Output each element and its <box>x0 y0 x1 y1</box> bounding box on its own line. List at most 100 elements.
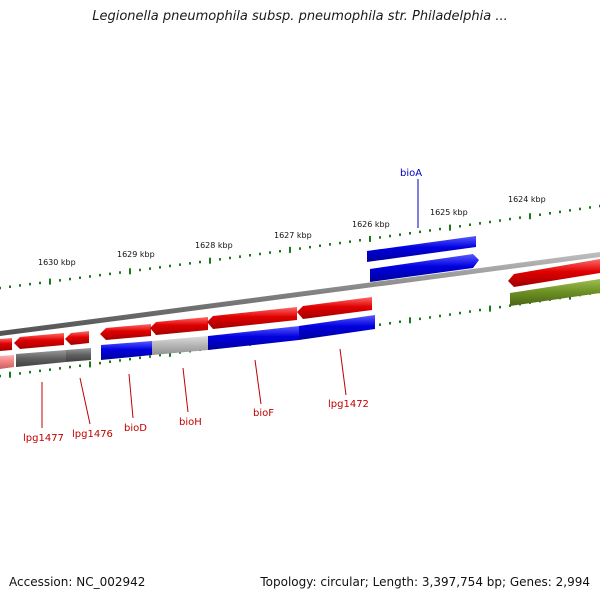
feature-gray-1[interactable] <box>16 350 66 367</box>
gene-bioD[interactable] <box>100 324 151 340</box>
inner-minor-tick <box>149 355 151 358</box>
inner-major-tick <box>169 350 171 357</box>
outer-minor-tick <box>419 230 421 234</box>
gene-bioA-region[interactable] <box>367 236 476 262</box>
outer-minor-tick <box>9 285 11 288</box>
outer-minor-tick <box>259 252 261 256</box>
kbp-label-1628: 1628 kbp <box>195 241 233 250</box>
inner-minor-tick <box>379 323 381 326</box>
inner-minor-tick <box>69 365 71 369</box>
feature-blue-bioD[interactable] <box>101 341 152 360</box>
page-title: Legionella pneumophila subsp. pneumophil… <box>92 9 508 24</box>
outer-minor-tick <box>429 229 431 232</box>
outer-minor-tick <box>39 281 41 285</box>
kbp-label-1627: 1627 kbp <box>274 231 312 240</box>
outer-minor-tick <box>149 267 151 270</box>
inner-minor-tick <box>129 357 131 361</box>
outer-minor-tick <box>559 210 561 214</box>
kbp-scale-labels: 1630 kbp 1629 kbp 1628 kbp 1627 kbp 1626… <box>38 195 546 267</box>
outer-minor-tick <box>69 277 71 281</box>
gene-right-olive[interactable] <box>510 279 600 306</box>
outer-major-tick <box>449 224 451 231</box>
inner-forward-strand-track <box>0 297 372 351</box>
gene-label-bioF[interactable]: bioF <box>253 408 274 419</box>
outer-minor-tick <box>179 263 181 266</box>
kbp-label-1629: 1629 kbp <box>117 250 155 259</box>
gene-label-lpg1472[interactable]: lpg1472 <box>328 399 369 410</box>
outer-minor-tick <box>519 216 521 219</box>
outer-minor-tick <box>379 236 381 239</box>
gene-label-bioA[interactable]: bioA <box>400 168 422 179</box>
inner-minor-tick <box>99 361 101 365</box>
outer-minor-tick <box>279 250 281 253</box>
outer-minor-tick <box>489 220 491 224</box>
feature-gray-2[interactable] <box>66 348 91 362</box>
outer-minor-tick <box>399 233 401 236</box>
outer-minor-tick <box>19 284 21 287</box>
gene-right-forward[interactable] <box>508 259 600 287</box>
outer-minor-tick <box>319 244 321 247</box>
outer-minor-tick <box>439 227 441 231</box>
feature-pink[interactable] <box>0 355 14 369</box>
leader-bioF <box>254 359 262 405</box>
inner-minor-tick <box>469 310 471 313</box>
gene-lpg1477[interactable] <box>14 333 64 349</box>
outer-major-tick <box>289 246 291 253</box>
feature-blue-bioF[interactable] <box>208 326 299 350</box>
gene-label-bioH[interactable]: bioH <box>179 417 202 428</box>
gene-bioF[interactable] <box>207 307 297 329</box>
gene-left-edge[interactable] <box>0 338 12 351</box>
outer-minor-tick <box>169 264 171 268</box>
outer-minor-tick <box>249 254 251 257</box>
gene-label-bioD[interactable]: bioD <box>124 423 147 434</box>
outer-minor-tick <box>109 272 111 276</box>
inner-major-tick <box>89 361 91 368</box>
outer-minor-tick <box>469 223 471 226</box>
outer-minor-tick <box>99 273 101 277</box>
gene-lpg1472[interactable] <box>297 297 372 319</box>
outer-minor-tick <box>219 258 221 261</box>
kbp-label-1626: 1626 kbp <box>352 220 390 229</box>
outer-minor-tick <box>189 262 191 265</box>
inner-minor-tick <box>49 368 51 371</box>
outer-minor-tick <box>539 213 541 216</box>
gene-lpg1476[interactable] <box>65 331 89 345</box>
gene-bioH[interactable] <box>150 317 208 335</box>
feature-blue-lpg1472[interactable] <box>299 315 375 340</box>
outer-minor-tick <box>119 271 121 274</box>
outer-major-tick <box>369 235 371 242</box>
outer-minor-tick <box>59 279 61 282</box>
outer-minor-tick <box>499 219 501 222</box>
outer-minor-tick <box>139 268 141 272</box>
gene-leader-lines <box>41 179 419 428</box>
inner-minor-tick <box>109 360 111 363</box>
inner-major-tick <box>489 305 491 312</box>
outer-major-tick <box>129 268 131 275</box>
outer-minor-tick <box>79 276 81 279</box>
outer-major-tick <box>209 257 211 264</box>
leader-lpg1476 <box>79 377 91 425</box>
inner-major-tick <box>9 371 11 378</box>
outer-minor-tick <box>579 207 581 211</box>
outer-minor-tick <box>0 286 1 290</box>
outer-minor-tick <box>299 247 301 250</box>
gene-label-lpg1477[interactable]: lpg1477 <box>23 433 64 444</box>
outer-minor-tick <box>589 206 591 209</box>
gene-bioA[interactable] <box>370 254 479 282</box>
outer-minor-tick <box>229 256 231 260</box>
outer-minor-tick <box>239 255 241 258</box>
outer-minor-tick <box>339 241 341 245</box>
inner-minor-tick <box>449 313 451 316</box>
leader-lpg1472 <box>339 348 347 396</box>
gene-label-lpg1476[interactable]: lpg1476 <box>72 429 113 440</box>
outer-minor-tick <box>159 266 161 269</box>
outer-minor-tick <box>29 282 31 286</box>
inner-minor-tick <box>79 364 81 367</box>
feature-lightgray-bioH[interactable] <box>152 336 208 355</box>
inner-minor-tick <box>399 320 401 323</box>
inner-minor-tick <box>459 311 461 315</box>
outer-major-tick <box>49 278 51 285</box>
outer-minor-tick <box>459 225 461 228</box>
